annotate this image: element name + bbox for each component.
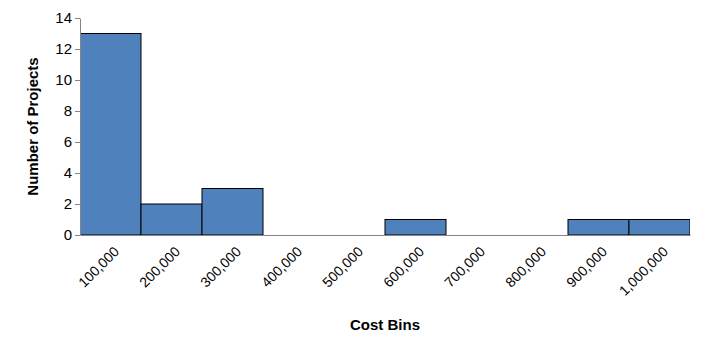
y-tick-mark <box>75 204 80 205</box>
x-tick: 400,000 <box>258 243 305 290</box>
x-tick: 900,000 <box>563 243 610 290</box>
y-tick-label: 4 <box>64 164 72 181</box>
y-tick: 2 <box>64 195 80 212</box>
x-tick-label: 900,000 <box>563 243 610 290</box>
x-axis-title: Cost Bins <box>350 316 420 333</box>
y-axis-line <box>80 19 81 236</box>
x-tick: 800,000 <box>502 243 549 290</box>
bar <box>263 235 324 236</box>
x-tick: 500,000 <box>319 243 366 290</box>
x-tick-label: 400,000 <box>258 243 305 290</box>
x-tick: 700,000 <box>441 243 488 290</box>
x-tick-label: 500,000 <box>319 243 366 290</box>
y-axis-title: Number of Projects <box>24 57 41 195</box>
bars <box>80 34 690 236</box>
y-tick-mark <box>75 49 80 50</box>
x-tick: 200,000 <box>136 243 183 290</box>
y-tick-label: 2 <box>64 195 72 212</box>
y-tick-label: 0 <box>64 226 72 243</box>
x-tick-label: 700,000 <box>441 243 488 290</box>
y-axis: 0 2 4 6 8 10 12 14 <box>55 9 80 243</box>
x-tick-label: 1,000,000 <box>616 243 672 299</box>
bar <box>568 220 629 236</box>
background <box>0 0 709 355</box>
bar <box>202 189 263 236</box>
x-tick: 600,000 <box>380 243 427 290</box>
x-tick: 300,000 <box>197 243 244 290</box>
x-tick: 100,000 <box>75 243 122 290</box>
bar <box>446 235 507 236</box>
bar <box>80 34 141 236</box>
x-tick: 1,000,000 <box>616 243 672 299</box>
bar <box>507 235 568 236</box>
y-tick: 10 <box>55 71 80 88</box>
y-tick-mark <box>75 18 80 19</box>
x-tick-label: 100,000 <box>75 243 122 290</box>
y-tick-mark <box>75 142 80 143</box>
bar <box>141 204 202 235</box>
y-tick: 12 <box>55 40 80 57</box>
y-tick-mark <box>75 235 80 236</box>
y-tick-label: 12 <box>55 40 72 57</box>
y-tick-mark <box>75 80 80 81</box>
x-axis-line <box>81 235 691 236</box>
y-tick-mark <box>75 111 80 112</box>
plot: 0 2 4 6 8 10 12 14 100,000 200,000 300,000 400,000 5… <box>55 9 690 298</box>
y-tick-label: 14 <box>55 9 72 26</box>
y-tick-label: 8 <box>64 102 72 119</box>
y-tick: 14 <box>55 9 80 26</box>
chart: 0 2 4 6 8 10 12 14 100,000 200,000 300,000 400,000 5… <box>0 0 709 355</box>
y-tick: 0 <box>64 226 80 243</box>
y-tick: 6 <box>64 133 80 150</box>
y-tick-mark <box>75 173 80 174</box>
y-tick-label: 10 <box>55 71 72 88</box>
x-tick-label: 200,000 <box>136 243 183 290</box>
bar <box>629 220 690 236</box>
y-tick: 4 <box>64 164 80 181</box>
bar <box>385 220 446 236</box>
bar <box>324 235 385 236</box>
y-tick: 8 <box>64 102 80 119</box>
x-tick-label: 600,000 <box>380 243 427 290</box>
x-tick-label: 300,000 <box>197 243 244 290</box>
x-axis: 100,000 200,000 300,000 400,000 500,000 600,0… <box>75 236 691 299</box>
y-tick-label: 6 <box>64 133 72 150</box>
x-tick-label: 800,000 <box>502 243 549 290</box>
